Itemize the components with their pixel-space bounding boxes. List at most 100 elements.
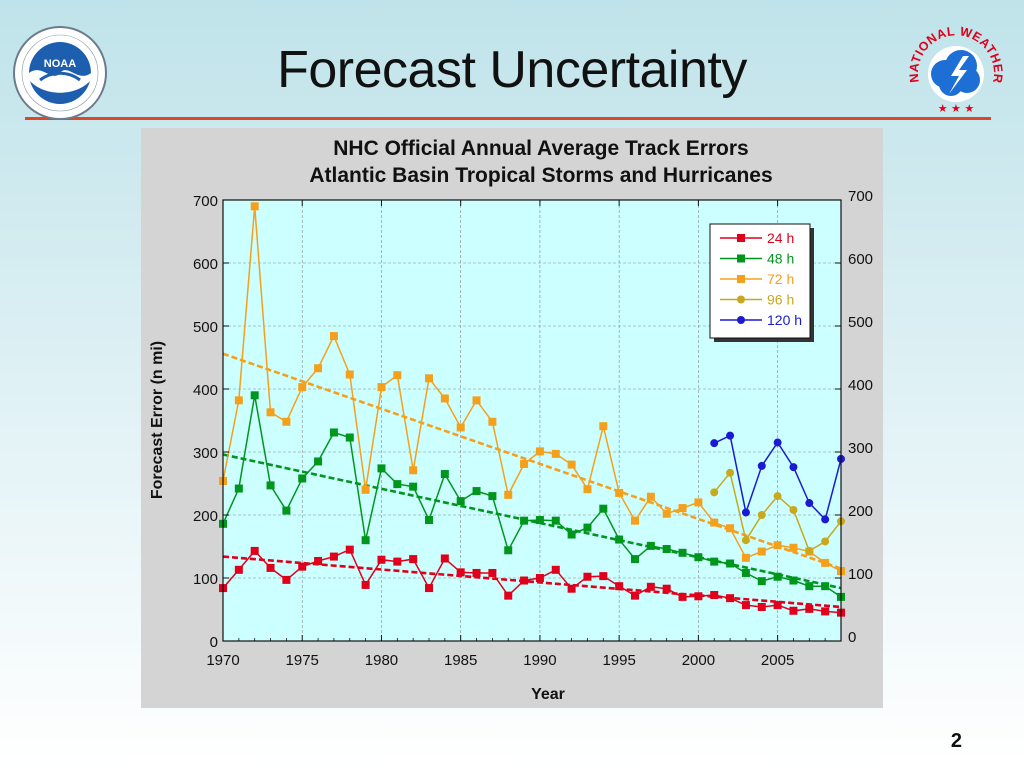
- y-axis-label: Forecast Error (n mi): [149, 341, 166, 499]
- series-lines: [222, 206, 842, 614]
- data-point-24h: [520, 576, 529, 585]
- data-point-48h: [409, 482, 418, 491]
- legend-marker-24h: [737, 234, 745, 242]
- series-markers: [219, 202, 845, 617]
- data-point-24h: [599, 572, 608, 581]
- data-point-24h: [345, 545, 354, 554]
- data-point-72h: [520, 459, 529, 468]
- legend-marker-72h: [737, 275, 745, 283]
- data-point-72h: [757, 547, 766, 556]
- data-point-24h: [329, 552, 338, 561]
- y-tick-label-left: 600: [193, 256, 218, 273]
- data-point-24h: [551, 565, 560, 574]
- y-tick-label-left: 0: [210, 634, 218, 651]
- data-point-48h: [393, 480, 402, 489]
- data-point-48h: [599, 504, 608, 513]
- y-tick-label-right: 0: [848, 629, 856, 646]
- data-point-48h: [488, 492, 497, 501]
- data-point-24h: [583, 572, 592, 581]
- x-axis-label: Year: [531, 686, 565, 703]
- data-point-72h: [456, 423, 465, 432]
- legend-label-24h: 24 h: [767, 230, 794, 246]
- data-point-24h: [821, 607, 830, 616]
- data-point-48h: [456, 497, 465, 506]
- data-point-72h: [361, 485, 370, 494]
- data-point-72h: [741, 553, 750, 562]
- data-point-72h: [694, 498, 703, 507]
- data-point-24h: [615, 582, 624, 591]
- y-tick-label-left: 100: [193, 571, 218, 588]
- data-point-24h: [409, 555, 418, 564]
- data-point-24h: [773, 601, 782, 610]
- data-point-24h: [425, 584, 433, 593]
- data-point-72h: [377, 383, 386, 392]
- data-point-24h: [726, 594, 735, 603]
- data-point-48h: [520, 516, 529, 525]
- legend-label-48h: 48 h: [767, 251, 794, 267]
- y-tick-label-left: 500: [193, 319, 218, 336]
- data-point-48h: [821, 582, 830, 591]
- x-tick-label: 1985: [444, 652, 477, 669]
- data-point-24h: [488, 568, 497, 577]
- data-point-96h: [726, 468, 735, 477]
- data-point-48h: [583, 523, 592, 532]
- nws-logo: NATIONAL WEATHER SERVICE ★ ★ ★: [905, 22, 1005, 115]
- data-point-48h: [345, 433, 354, 442]
- data-point-48h: [250, 391, 259, 400]
- series-line-24h: [222, 548, 842, 614]
- series-line-48h: [222, 395, 842, 598]
- series-line-72h: [222, 206, 842, 572]
- data-point-24h: [631, 591, 639, 600]
- data-point-24h: [741, 601, 750, 610]
- data-point-72h: [535, 447, 544, 456]
- data-point-48h: [773, 572, 782, 581]
- data-point-24h: [298, 562, 307, 571]
- y-tick-label-right: 500: [848, 314, 873, 331]
- chart-title: NHC Official Annual Average Track Errors: [333, 137, 748, 160]
- data-point-72h: [282, 417, 291, 426]
- x-tick-label: 1995: [602, 652, 635, 669]
- data-point-72h: [662, 509, 671, 518]
- data-point-24h: [805, 604, 814, 613]
- data-point-72h: [615, 488, 624, 497]
- data-point-48h: [298, 474, 307, 483]
- legend-label-72h: 72 h: [767, 271, 794, 287]
- data-point-24h: [678, 592, 687, 601]
- data-point-24h: [234, 565, 243, 574]
- data-point-72h: [678, 504, 687, 513]
- data-point-48h: [805, 582, 814, 591]
- y-tick-label-right: 100: [848, 566, 873, 583]
- data-point-48h: [567, 530, 576, 539]
- data-point-24h: [282, 575, 291, 584]
- data-point-72h: [329, 332, 338, 341]
- data-point-24h: [314, 556, 323, 565]
- y-tick-label-left: 700: [193, 193, 218, 210]
- data-point-24h: [456, 568, 465, 577]
- y-tick-label-left: 400: [193, 382, 218, 399]
- trend-lines: [222, 352, 842, 609]
- data-point-48h: [678, 548, 687, 557]
- data-point-24h: [646, 582, 655, 591]
- data-point-72h: [393, 371, 402, 380]
- data-point-120h: [741, 508, 750, 517]
- data-point-24h: [377, 555, 386, 564]
- data-point-48h: [329, 428, 338, 437]
- data-point-72h: [583, 485, 592, 494]
- data-point-48h: [710, 557, 719, 566]
- legend-marker-120h: [737, 316, 745, 324]
- y-tick-label-right: 700: [848, 188, 873, 205]
- data-point-120h: [821, 515, 830, 524]
- data-point-72h: [314, 364, 323, 373]
- data-point-24h: [535, 574, 544, 582]
- data-point-120h: [789, 463, 798, 472]
- legend-marker-48h: [737, 254, 745, 263]
- data-point-24h: [789, 606, 798, 615]
- x-tick-label: 2005: [761, 652, 794, 669]
- data-point-24h: [393, 557, 402, 566]
- data-point-24h: [757, 602, 766, 611]
- slide-title: Forecast Uncertainty: [277, 41, 747, 99]
- y-tick-label-right: 400: [848, 377, 873, 394]
- data-point-24h: [440, 554, 449, 563]
- y-tick-label-left: 300: [193, 445, 218, 462]
- noaa-logo-text: NOAA: [44, 58, 76, 70]
